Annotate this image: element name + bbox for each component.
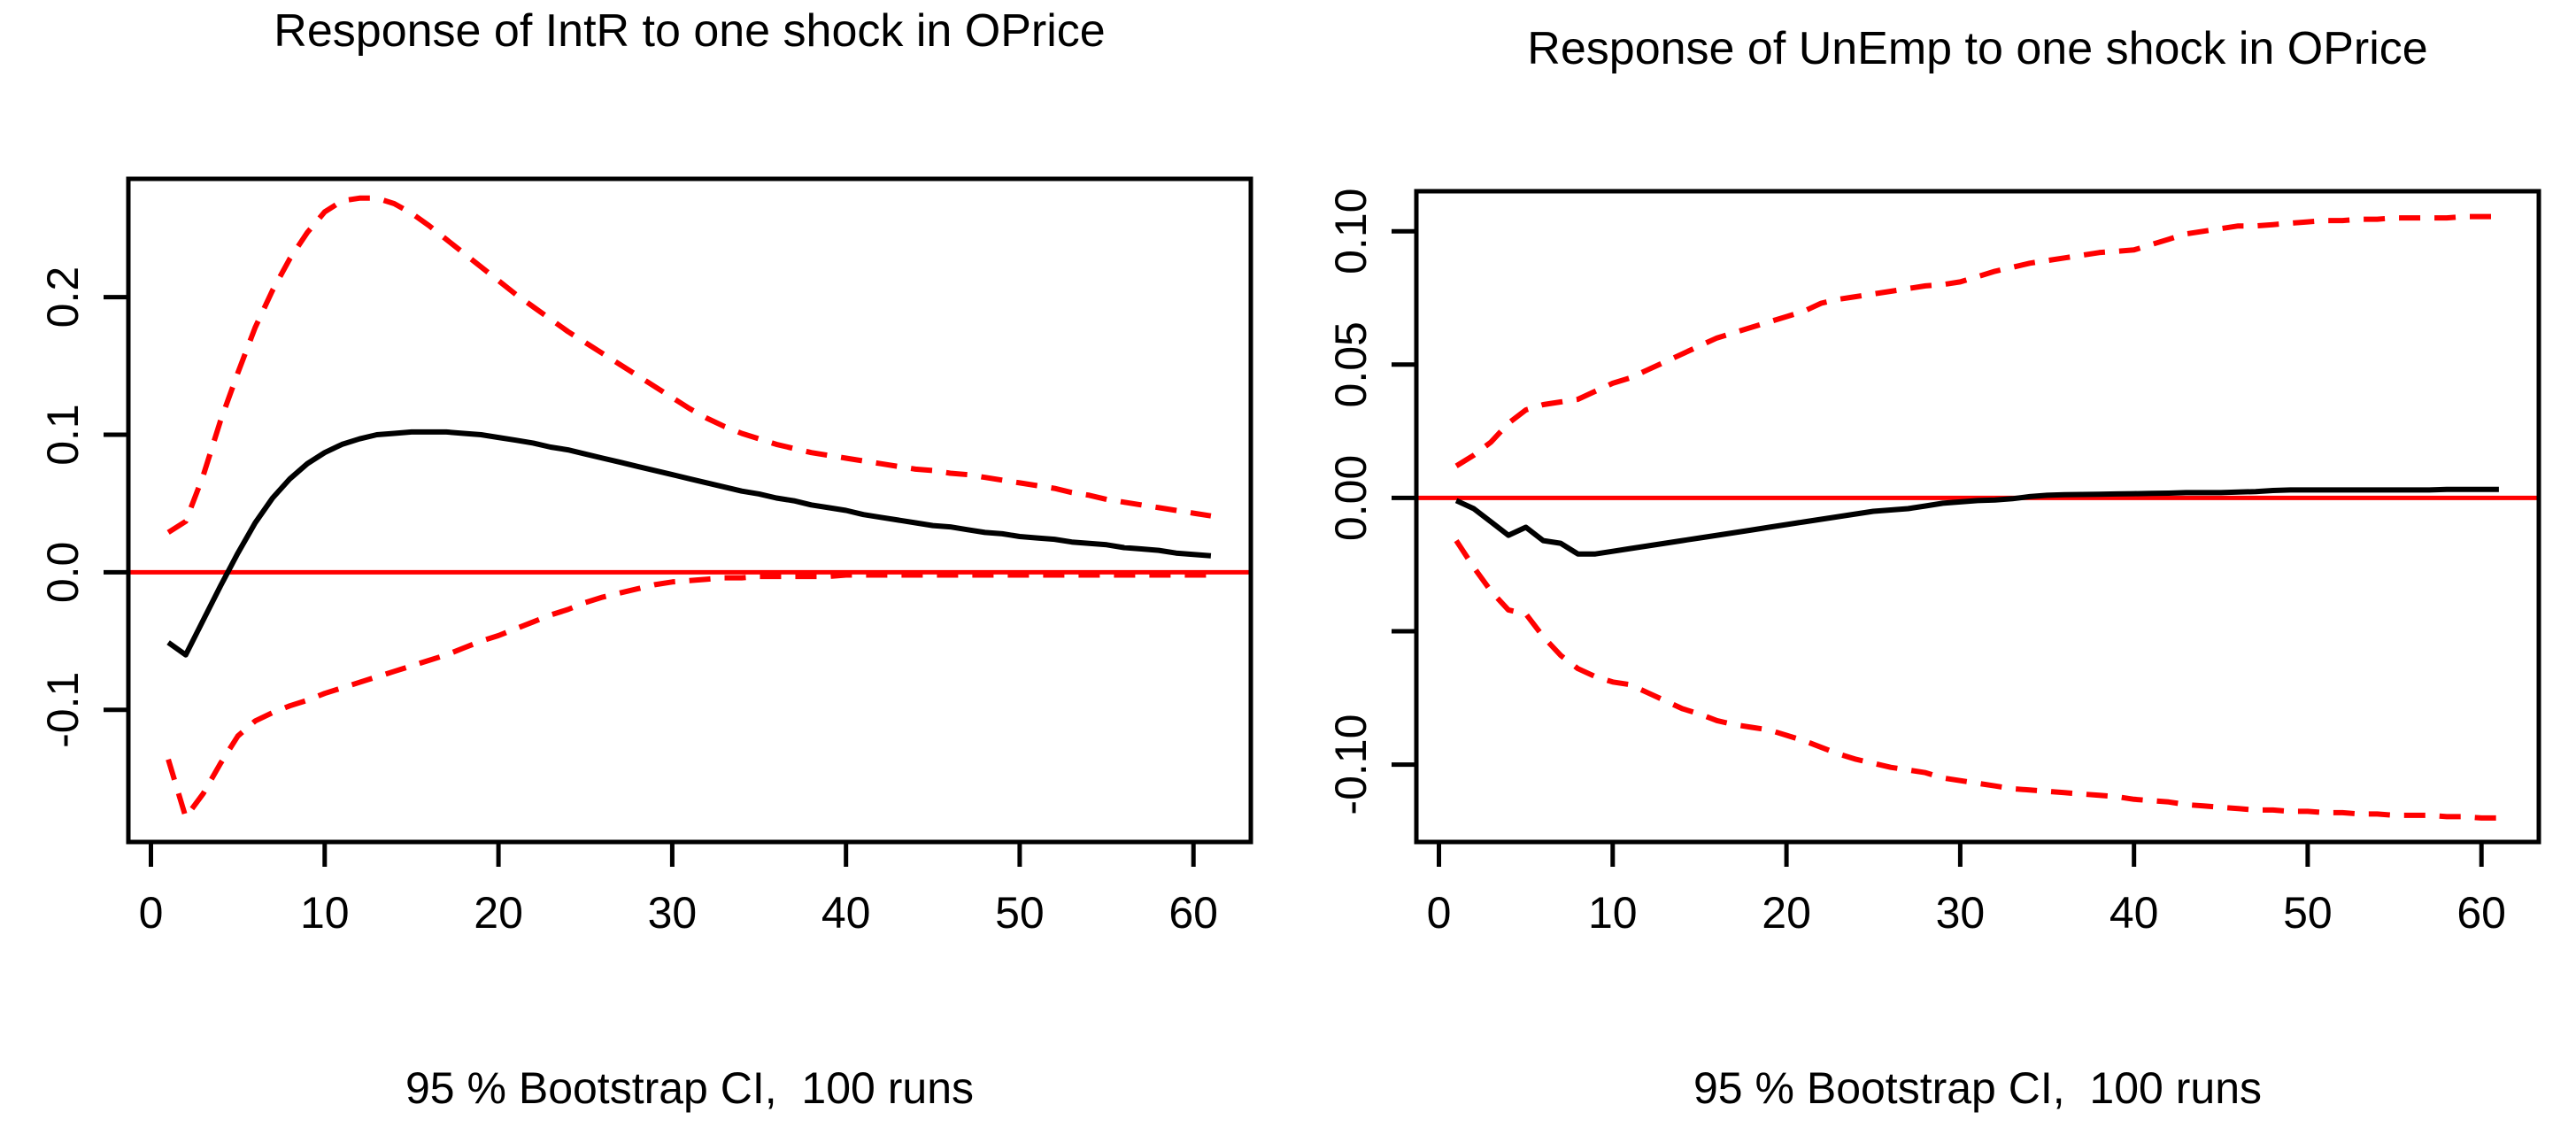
y-tick-label: -0.1 <box>38 672 88 748</box>
x-tick-label: 0 <box>1427 888 1452 938</box>
ci-lower-line <box>166 572 1211 820</box>
irf-line <box>1454 486 2499 557</box>
irf-chart-intr: Response of IntR to one shock in OPrice … <box>38 5 1253 1113</box>
x-tick-label: 20 <box>474 888 523 938</box>
x-tick-label: 0 <box>139 888 164 938</box>
y-tick-label: 0.05 <box>1326 321 1376 407</box>
y-tick-label: -0.10 <box>1326 714 1376 815</box>
x-tick-label: 50 <box>2283 888 2333 938</box>
plot-area: 0 10 20 30 40 50 60 0.2 0.1 0.0 -0.1 <box>38 176 1253 938</box>
x-tick-label: 30 <box>1936 888 1986 938</box>
irf-line <box>166 429 1212 658</box>
x-tick-label: 40 <box>821 888 871 938</box>
y-tick-label: 0.2 <box>38 266 88 328</box>
chart-caption: 95 % Bootstrap CI, 100 runs <box>405 1063 974 1113</box>
plot-box <box>126 176 1253 845</box>
y-tick-label: 0.10 <box>1326 189 1376 274</box>
x-tick-label: 60 <box>2456 888 2506 938</box>
chart-caption: 95 % Bootstrap CI, 100 runs <box>1693 1063 2262 1113</box>
x-tick-label: 40 <box>2109 888 2159 938</box>
ci-lower-line <box>1454 538 2499 821</box>
x-tick-label: 60 <box>1168 888 1218 938</box>
y-tick-label: 0.0 <box>38 542 88 604</box>
ci-upper-line <box>166 195 1212 535</box>
x-tick-label: 10 <box>300 888 350 938</box>
chart-title: Response of IntR to one shock in OPrice <box>274 5 1105 57</box>
chart-title: Response of UnEmp to one shock in OPrice <box>1527 23 2427 74</box>
plot-box <box>1414 189 2541 845</box>
irf-chart-unemp: Response of UnEmp to one shock in OPrice… <box>1326 23 2541 1113</box>
plot-area: 0 10 20 30 40 50 60 0.10 0.05 0.00 -0.10 <box>1326 189 2541 938</box>
panel-unemp: Response of UnEmp to one shock in OPrice… <box>1288 0 2576 1143</box>
panel-intr: Response of IntR to one shock in OPrice … <box>38 5 1253 1113</box>
ci-upper-line <box>1454 213 2499 468</box>
y-tick-label: 0.1 <box>38 404 88 466</box>
x-tick-label: 10 <box>1588 888 1638 938</box>
x-tick-label: 20 <box>1762 888 1811 938</box>
x-tick-label: 50 <box>995 888 1045 938</box>
y-tick-label: 0.00 <box>1326 455 1376 541</box>
x-tick-label: 30 <box>648 888 698 938</box>
